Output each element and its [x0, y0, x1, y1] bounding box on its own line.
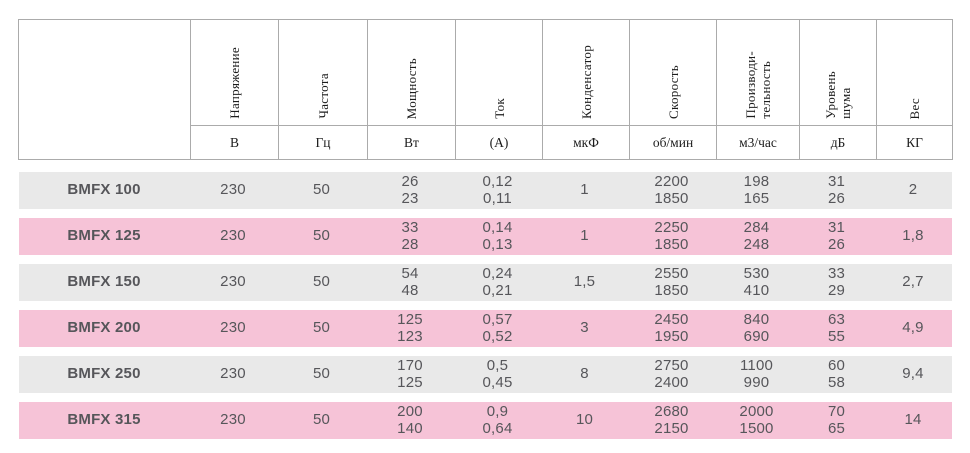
value-cell-noise-level: 63 55: [827, 311, 846, 345]
value-cell-frequency: 50: [312, 319, 331, 337]
model-name-cell: BMFX 200: [67, 319, 141, 337]
value-cell-speed: 2680 2150: [654, 403, 689, 437]
value-cell-noise-level: 33 29: [827, 265, 846, 299]
column-header-voltage-label: Напряжение: [227, 47, 242, 119]
value-cell-power: 170 125: [397, 357, 423, 391]
value-cell-weight: 2: [908, 181, 918, 199]
column-unit-power: Вт: [367, 125, 455, 159]
column-unit-voltage: В: [190, 125, 278, 159]
column-header-current-label: Ток: [491, 98, 507, 119]
column-header-capacitor-label: Конденсатор: [578, 45, 594, 119]
value-cell-airflow: 2000 1500: [739, 403, 774, 437]
table-row-bmfx-315: BMFX 315 230 50 200 140 0,9 0,64 10 2680…: [19, 402, 952, 439]
value-cell-airflow: 1100 990: [739, 357, 774, 391]
column-unit-capacitor: мкФ: [542, 125, 629, 159]
value-cell-current: 0,12 0,11: [482, 173, 513, 207]
value-cell-voltage: 230: [220, 181, 246, 199]
value-cell-weight: 9,4: [902, 365, 924, 383]
column-header-current: Ток: [455, 20, 542, 125]
value-cell-speed: 2250 1850: [654, 219, 689, 253]
column-header-capacitor: Конденсатор: [542, 20, 629, 125]
column-unit-weight: КГ: [876, 125, 952, 159]
value-cell-voltage: 230: [220, 227, 246, 245]
value-cell-airflow: 840 690: [743, 311, 770, 345]
column-header-speed-label: Скорость: [665, 65, 681, 119]
column-header-power-label: Мощность: [404, 57, 419, 119]
value-cell-capacitor: 8: [580, 365, 589, 383]
table-row-bmfx-150: BMFX 150 230 50 54 48 0,24 0,21 1,5 2550…: [19, 264, 952, 301]
table-header: Напряжение Частота Мощность Ток Конденса…: [18, 19, 953, 160]
value-cell-frequency: 50: [312, 273, 331, 291]
value-cell-capacitor: 3: [580, 319, 589, 337]
value-cell-current: 0,9 0,64: [482, 403, 513, 437]
value-cell-voltage: 230: [220, 411, 246, 429]
value-cell-noise-level: 31 26: [827, 173, 846, 207]
column-header-speed: Скорость: [629, 20, 716, 125]
value-cell-frequency: 50: [312, 227, 331, 245]
value-cell-weight: 1,8: [902, 227, 924, 245]
column-header-frequency: Частота: [278, 20, 367, 125]
column-header-noise-level-label: Уровень шума: [823, 71, 853, 119]
value-cell-speed: 2450 1950: [654, 311, 689, 345]
value-cell-noise-level: 60 58: [827, 357, 846, 391]
column-unit-noise-level: дБ: [799, 125, 876, 159]
column-unit-current: (А): [455, 125, 542, 159]
column-header-frequency-label: Частота: [315, 73, 331, 119]
column-header-airflow-label: Производи- тельность: [743, 51, 773, 119]
column-header-noise-level: Уровень шума: [799, 20, 876, 125]
header-corner-cell: [19, 20, 190, 159]
table-row-bmfx-100: BMFX 100 230 50 26 23 0,12 0,11 1 2200 1…: [19, 172, 952, 209]
model-name-cell: BMFX 315: [67, 411, 141, 429]
value-cell-power: 125 123: [397, 311, 423, 345]
value-cell-frequency: 50: [312, 181, 331, 199]
value-cell-speed: 2200 1850: [654, 173, 689, 207]
value-cell-capacitor: 1: [580, 227, 589, 245]
column-unit-frequency: Гц: [278, 125, 367, 159]
value-cell-power: 33 28: [401, 219, 419, 253]
value-cell-power: 26 23: [401, 173, 419, 207]
spec-table: Напряжение Частота Мощность Ток Конденса…: [18, 19, 970, 439]
value-cell-airflow: 284 248: [743, 219, 770, 253]
value-cell-current: 0,14 0,13: [482, 219, 513, 253]
value-cell-weight: 4,9: [902, 319, 924, 337]
value-cell-voltage: 230: [220, 365, 246, 383]
value-cell-weight: 14: [904, 411, 922, 429]
table-row-bmfx-250: BMFX 250 230 50 170 125 0,5 0,45 8 2750 …: [19, 356, 952, 393]
column-header-voltage: Напряжение: [190, 20, 278, 125]
value-cell-voltage: 230: [220, 319, 246, 337]
model-name-cell: BMFX 250: [67, 365, 141, 383]
table-row-bmfx-200: BMFX 200 230 50 125 123 0,57 0,52 3 2450…: [19, 310, 952, 347]
value-cell-speed: 2750 2400: [654, 357, 689, 391]
column-header-airflow: Производи- тельность: [716, 20, 799, 125]
value-cell-capacitor: 1: [580, 181, 589, 199]
value-cell-current: 0,24 0,21: [482, 265, 513, 299]
value-cell-power: 54 48: [401, 265, 419, 299]
value-cell-airflow: 530 410: [743, 265, 770, 299]
model-name-cell: BMFX 100: [67, 181, 141, 199]
column-unit-airflow: м3/час: [716, 125, 799, 159]
value-cell-power: 200 140: [397, 403, 423, 437]
model-name-cell: BMFX 150: [67, 273, 141, 291]
value-cell-current: 0,57 0,52: [482, 311, 513, 345]
value-cell-voltage: 230: [220, 273, 246, 291]
value-cell-weight: 2,7: [902, 273, 924, 291]
value-cell-capacitor: 1,5: [573, 273, 596, 291]
value-cell-noise-level: 31 26: [827, 219, 846, 253]
model-name-cell: BMFX 125: [67, 227, 141, 245]
column-header-power: Мощность: [367, 20, 455, 125]
value-cell-current: 0,5 0,45: [482, 357, 513, 391]
value-cell-noise-level: 70 65: [827, 403, 846, 437]
value-cell-capacitor: 10: [575, 411, 594, 429]
table-body: BMFX 100 230 50 26 23 0,12 0,11 1 2200 1…: [18, 172, 970, 439]
column-unit-speed: об/мин: [629, 125, 716, 159]
value-cell-speed: 2550 1850: [654, 265, 689, 299]
column-header-weight: Вес: [876, 20, 952, 125]
value-cell-frequency: 50: [312, 411, 331, 429]
table-row-bmfx-125: BMFX 125 230 50 33 28 0,14 0,13 1 2250 1…: [19, 218, 952, 255]
value-cell-airflow: 198 165: [743, 173, 770, 207]
value-cell-frequency: 50: [312, 365, 331, 383]
column-header-weight-label: Вес: [907, 97, 922, 119]
